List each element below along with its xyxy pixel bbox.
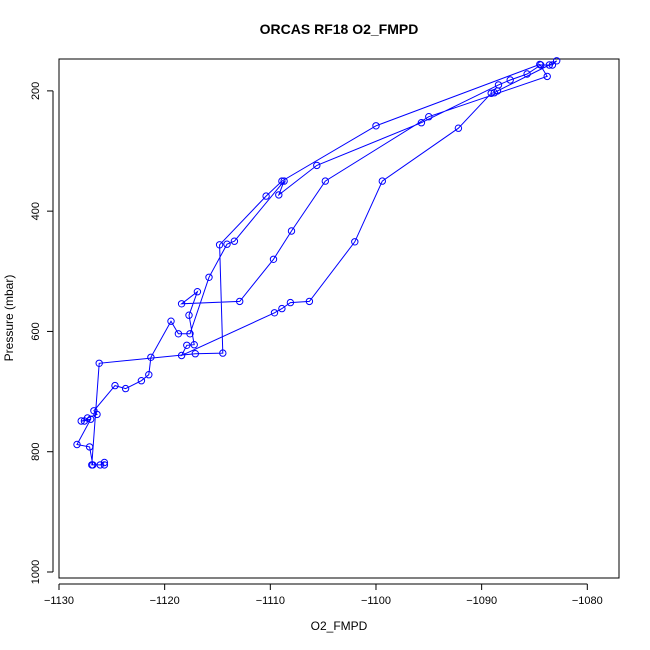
y-tick-label: 1000 (30, 560, 42, 584)
data-point (177, 351, 186, 360)
data-point (100, 458, 109, 467)
data-point (425, 113, 433, 121)
x-tick-label: −1110 (256, 595, 285, 607)
data-point (487, 89, 495, 98)
data-point (536, 60, 544, 69)
plot-frame (58, 58, 620, 579)
data-point (278, 177, 286, 185)
data-point (73, 440, 81, 449)
data-point (111, 381, 119, 390)
data-point (88, 461, 96, 469)
data-point (351, 238, 359, 246)
data-point (191, 350, 200, 358)
data-point (185, 311, 193, 319)
x-tick-label: −1100 (361, 595, 391, 607)
data-point (454, 124, 463, 132)
y-tick-label: 200 (30, 82, 42, 100)
x-tick-label: −1090 (466, 595, 497, 607)
data-point (100, 461, 109, 469)
data-point (287, 227, 296, 235)
data-point (269, 255, 278, 263)
data-point (205, 273, 213, 281)
data-point (545, 61, 553, 69)
x-tick-label: −1120 (150, 595, 180, 607)
x-axis-label: O2_FMPD (311, 619, 368, 633)
data-point (305, 297, 314, 306)
y-tick-label: 400 (30, 202, 42, 220)
data-point (193, 288, 202, 296)
data-point (90, 407, 98, 415)
data-point (313, 161, 321, 170)
series-line (76, 60, 558, 466)
data-point (215, 241, 224, 249)
data-point (417, 119, 426, 127)
data-point (223, 240, 231, 248)
data-point (553, 57, 561, 65)
data-point (286, 298, 295, 307)
x-tick-label: −1080 (572, 595, 603, 607)
data-point (275, 191, 283, 199)
data-point (96, 461, 104, 469)
data-point (230, 237, 239, 245)
data-point (77, 417, 85, 425)
data-point (548, 61, 557, 69)
data-point (278, 304, 286, 313)
data-point (270, 309, 279, 317)
x-tick-label: −1130 (44, 595, 74, 607)
data-point (236, 297, 244, 306)
y-axis: 200 400 600 800 1000 (30, 82, 54, 584)
y-tick-label: 800 (30, 443, 42, 461)
chart-title: ORCAS RF18 O2_FMPD (260, 21, 419, 37)
data-point (177, 300, 186, 308)
data-point (83, 414, 92, 422)
plot-area (58, 57, 620, 579)
data-point (137, 377, 146, 385)
y-tick-label: 600 (30, 322, 42, 340)
data-point (321, 177, 329, 185)
data-point (280, 177, 288, 185)
data-point (183, 341, 191, 349)
y-axis-label: Pressure (mbar) (2, 275, 16, 362)
data-point (490, 89, 498, 97)
data-point (121, 384, 130, 393)
data-point (186, 330, 194, 338)
data-point (543, 72, 551, 81)
data-point (95, 359, 103, 367)
data-point (219, 349, 227, 357)
series-points (73, 57, 561, 469)
x-axis: −1130 −1120 −1110 −1100 −1090 −1080 (44, 583, 603, 607)
data-point (372, 122, 380, 130)
data-point (85, 443, 94, 451)
data-point (167, 317, 175, 325)
data-point (262, 192, 270, 200)
data-point (147, 353, 155, 361)
data-point (523, 70, 531, 78)
data-point (174, 330, 183, 338)
data-point (378, 177, 386, 185)
data-point (190, 341, 198, 349)
data-point (506, 76, 514, 84)
data-point (145, 371, 153, 379)
